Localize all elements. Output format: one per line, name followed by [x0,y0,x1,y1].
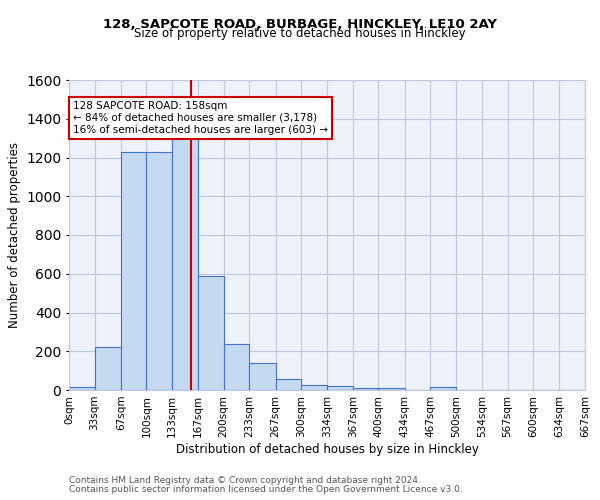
Bar [121,152,146,390]
Bar [249,363,275,390]
Text: Contains public sector information licensed under the Open Government Licence v3: Contains public sector information licen… [69,485,463,494]
Text: Size of property relative to detached houses in Hinckley: Size of property relative to detached ho… [134,28,466,40]
Bar [146,152,172,390]
Bar [198,276,224,390]
Bar [95,348,121,390]
Bar [69,387,95,390]
Bar [172,138,198,390]
X-axis label: Distribution of detached houses by size in Hinckley: Distribution of detached houses by size … [176,442,478,456]
Bar [430,386,456,390]
Bar [301,384,328,390]
Bar [224,344,249,390]
Bar [379,388,405,390]
Text: 128, SAPCOTE ROAD, BURBAGE, HINCKLEY, LE10 2AY: 128, SAPCOTE ROAD, BURBAGE, HINCKLEY, LE… [103,18,497,30]
Bar [353,388,379,390]
Bar [275,380,301,390]
Text: Contains HM Land Registry data © Crown copyright and database right 2024.: Contains HM Land Registry data © Crown c… [69,476,421,485]
Bar [328,386,353,390]
Y-axis label: Number of detached properties: Number of detached properties [8,142,20,328]
Text: 128 SAPCOTE ROAD: 158sqm
← 84% of detached houses are smaller (3,178)
16% of sem: 128 SAPCOTE ROAD: 158sqm ← 84% of detach… [73,102,328,134]
